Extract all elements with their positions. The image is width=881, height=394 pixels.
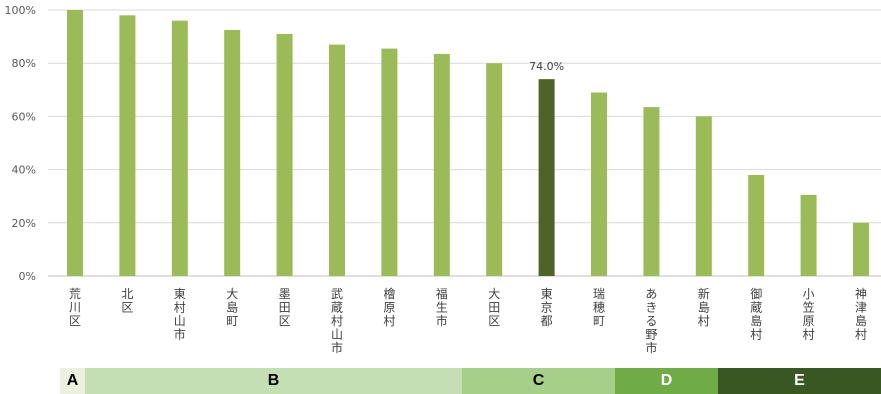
bar (538, 79, 555, 276)
y-tick-label: 80% (12, 57, 36, 70)
x-tick-label: 東村山市 (174, 287, 186, 342)
x-tick-label: 武蔵村山市 (331, 287, 343, 355)
bar (853, 222, 869, 276)
bar (433, 53, 450, 276)
x-tick-label: 檜原村 (383, 286, 395, 328)
band-b-label: B (267, 372, 280, 389)
bar (329, 44, 345, 276)
bar (171, 20, 188, 276)
band-e-label: E (794, 372, 805, 389)
band-b: B (85, 368, 462, 394)
band-c-label: C (532, 372, 545, 389)
y-tick-label: 60% (12, 110, 36, 123)
bar (381, 48, 398, 276)
bar (643, 107, 660, 276)
bar (224, 29, 241, 277)
bar (67, 10, 83, 276)
y-tick-label: 100% (5, 4, 36, 17)
band-e: E (718, 368, 881, 394)
x-tick-label: 神津島村 (855, 287, 867, 342)
bar-chart: 0% 20% 40% 60% 80% 100% 荒川区 北区 東村山市 大島町 墨田区 武蔵村山市 檜原… (5, 4, 881, 355)
x-tick-label: 東京都 (541, 287, 553, 328)
x-tick-label: あきる野市 (645, 287, 657, 355)
bar (695, 116, 712, 277)
bar (119, 15, 136, 276)
data-label: 74.0% (529, 60, 564, 73)
bar (486, 63, 503, 277)
x-tick-label: 福生市 (436, 286, 448, 328)
bar (800, 194, 817, 276)
band-c: C (462, 368, 615, 394)
x-tick-label: 御蔵島村 (750, 286, 762, 342)
x-tick-label: 荒川区 (69, 287, 81, 328)
x-tick-label: 小笠原村 (803, 287, 815, 342)
x-tick-label: 瑞穂町 (593, 287, 605, 328)
band-d-label: D (660, 372, 673, 389)
x-tick-label: 大田区 (488, 287, 500, 328)
x-tick-label: 墨田区 (279, 287, 291, 328)
x-tick-label: 新島村 (698, 286, 710, 328)
x-tick-label: 北区 (121, 287, 133, 315)
x-tick-label: 大島町 (226, 287, 238, 328)
bar (591, 92, 607, 277)
y-tick-label: 0% (19, 270, 36, 283)
y-tick-label: 40% (12, 164, 36, 177)
bar (748, 174, 765, 276)
y-tick-label: 20% (12, 217, 36, 230)
band-d: D (615, 368, 718, 394)
band-a: A (60, 368, 85, 394)
band-a-label: A (66, 372, 79, 389)
bar (276, 33, 293, 276)
